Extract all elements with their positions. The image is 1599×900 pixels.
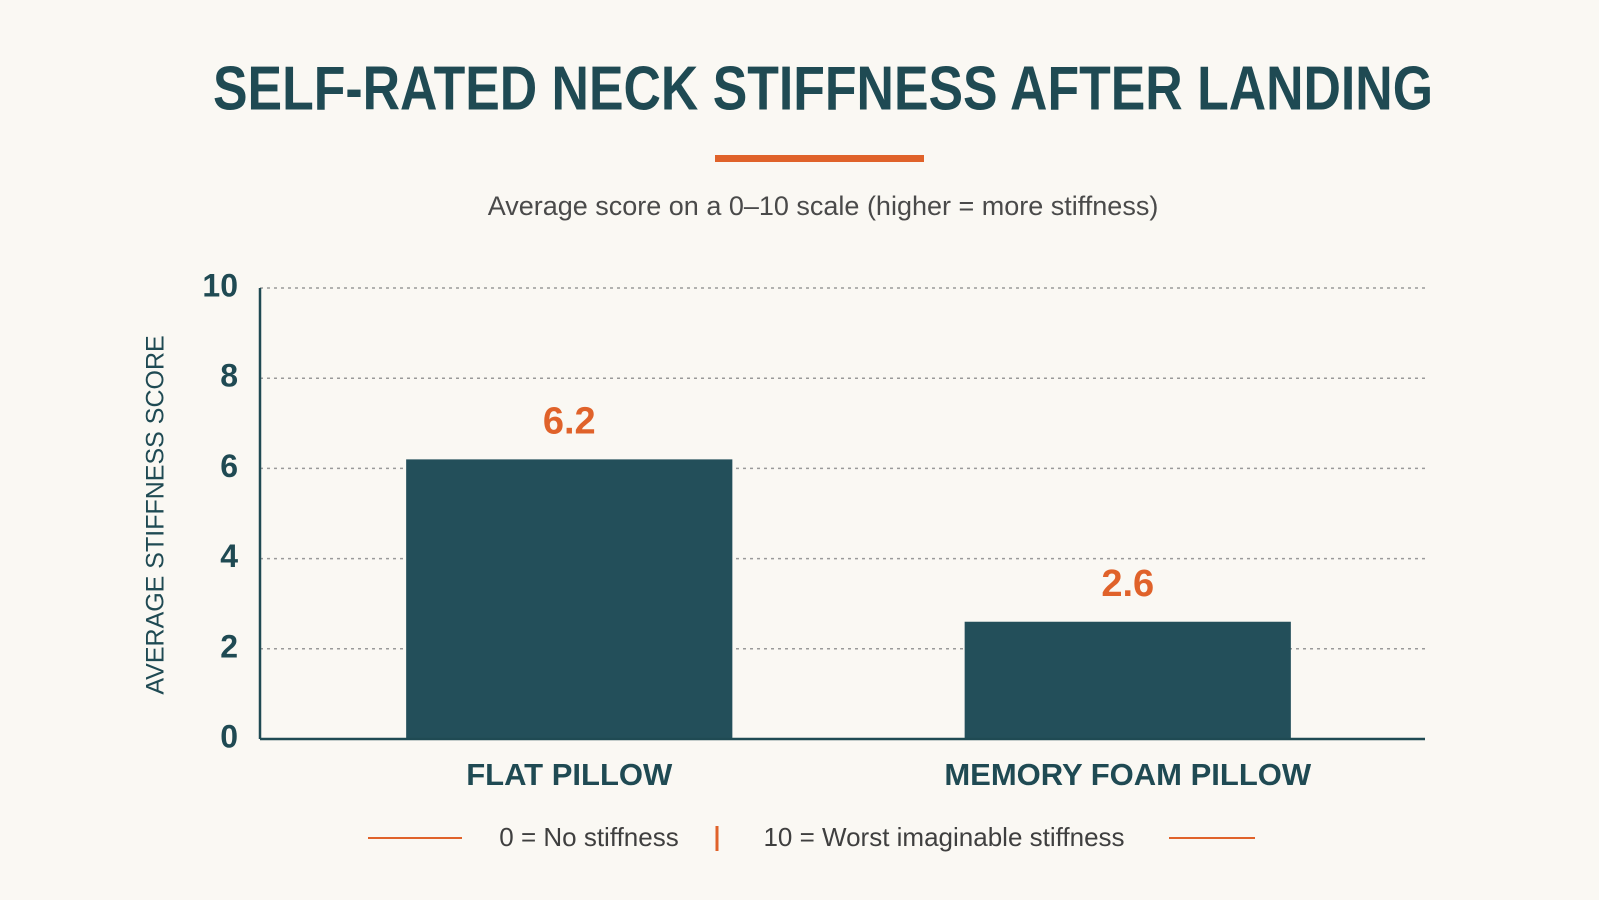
bar bbox=[406, 459, 733, 739]
x-tick-label: MEMORY FOAM PILLOW bbox=[944, 757, 1312, 792]
y-tick-label: 8 bbox=[220, 358, 238, 394]
x-tick-label: FLAT PILLOW bbox=[466, 757, 673, 792]
footnote: 10 = Worst imaginable stiffness bbox=[763, 822, 1124, 852]
y-axis-label: AVERAGE STIFFNESS SCORE bbox=[142, 335, 170, 694]
chart-subtitle: Average score on a 0–10 scale (higher = … bbox=[488, 191, 1159, 221]
y-tick-label: 10 bbox=[202, 267, 238, 303]
chart-title: SELF-RATED NECK STIFFNESS AFTER LANDING bbox=[213, 54, 1433, 123]
value-label: 6.2 bbox=[543, 400, 596, 442]
title-underline bbox=[715, 155, 924, 162]
footnote: 0 = No stiffness bbox=[499, 822, 678, 852]
y-tick-label: 6 bbox=[220, 448, 238, 484]
y-tick-label: 2 bbox=[220, 628, 238, 664]
bar bbox=[964, 621, 1291, 739]
value-label: 2.6 bbox=[1101, 563, 1154, 605]
y-tick-label: 0 bbox=[220, 718, 238, 754]
y-tick-label: 4 bbox=[220, 538, 238, 574]
